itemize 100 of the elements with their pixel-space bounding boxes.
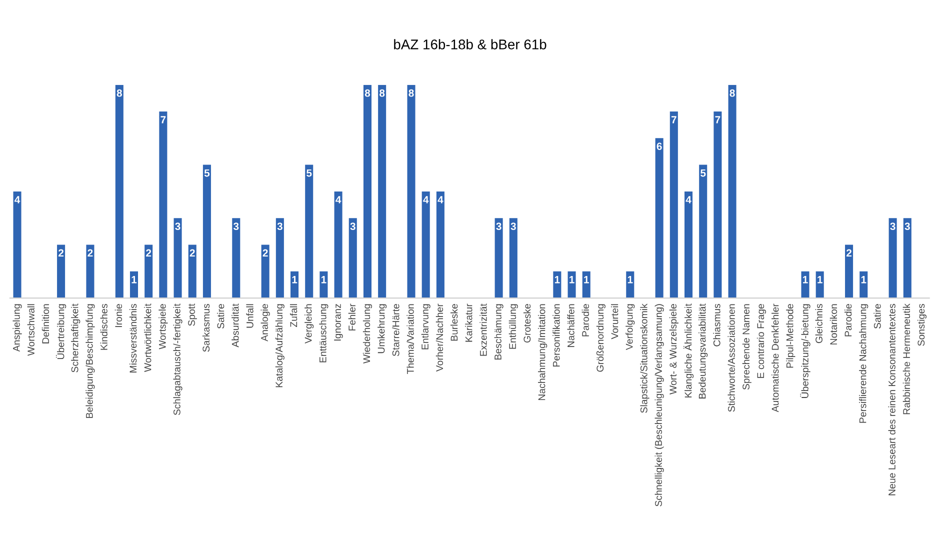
data-label: 1 xyxy=(584,276,589,284)
data-label: 7 xyxy=(160,116,166,124)
bar xyxy=(320,271,328,298)
x-tick-label: Ignoranz xyxy=(334,304,343,341)
x-tick-label: Wiederholung xyxy=(362,304,372,364)
x-tick-label: Schnelligkeit (Beschleunigung/Verlangsamung) xyxy=(654,304,664,506)
x-tick-label: Enthüllung xyxy=(508,304,518,349)
x-tick-label: Nachäffen xyxy=(567,304,574,347)
data-label: 2 xyxy=(846,249,852,257)
x-tick-label: Automatische Denkfehler xyxy=(772,304,779,412)
data-label: 5 xyxy=(204,169,210,177)
bar xyxy=(86,244,94,298)
data-label: 2 xyxy=(146,249,152,257)
x-tick-label: Sonstiges xyxy=(917,304,927,346)
x-tick-label: Unfall xyxy=(246,304,254,328)
x-tick-label: Vorher/Nachher xyxy=(436,304,444,372)
data-label: 4 xyxy=(336,196,342,204)
chart-title: bAZ 16b-18b & bBer 61b xyxy=(394,39,546,50)
x-tick-label: Persiflierende Nachahmung xyxy=(859,304,868,423)
x-tick-label: Fehler xyxy=(348,304,356,330)
data-label: 1 xyxy=(628,276,633,284)
data-label: 7 xyxy=(715,116,720,124)
x-tick-label: Übertreibung xyxy=(56,304,66,360)
bar xyxy=(714,111,722,298)
x-tick-label: Wortspiele xyxy=(158,304,168,350)
x-tick-label: Entlarvung xyxy=(421,304,430,350)
data-label: 3 xyxy=(904,222,910,230)
x-tick-label: Kindisches xyxy=(100,304,108,350)
x-tick-label: Klangliche Ähnlichkeit xyxy=(683,304,694,398)
bar xyxy=(348,218,357,298)
x-tick-label: Karikatur xyxy=(465,304,472,342)
x-tick-label: Analogie xyxy=(260,304,270,342)
x-tick-label: Enttäuschung xyxy=(319,304,328,362)
data-label: 4 xyxy=(14,196,20,204)
bar xyxy=(801,271,810,298)
bar xyxy=(363,84,372,298)
bar xyxy=(130,271,138,298)
bar xyxy=(553,271,562,298)
x-tick-label: Personifikation xyxy=(552,304,560,367)
data-label: 3 xyxy=(350,222,356,230)
data-label: 3 xyxy=(496,222,502,230)
data-label: 5 xyxy=(306,169,312,177)
bar xyxy=(422,191,430,298)
x-tick-label: Stichworte/Assoziationen xyxy=(728,304,735,412)
x-tick-label: Größenordnung xyxy=(596,304,606,372)
bar xyxy=(903,218,912,298)
x-tick-label: Wortwörtlichkeit xyxy=(144,304,152,372)
data-label: 1 xyxy=(861,276,866,284)
x-tick-label: Ironie xyxy=(114,304,122,328)
x-tick-label: Zufall xyxy=(290,304,298,328)
bar xyxy=(305,164,314,298)
x-tick-label: Parodie xyxy=(582,304,589,336)
data-label: 3 xyxy=(510,222,516,230)
data-label: 6 xyxy=(656,142,662,150)
data-label: 8 xyxy=(408,89,414,97)
x-tick-label: Scherzhaftigkeit xyxy=(71,304,80,372)
x-tick-label: Schlagabtausch/-fertigkeit xyxy=(173,304,182,416)
data-label: 4 xyxy=(438,196,444,204)
bar xyxy=(188,244,196,298)
x-tick-label: Umkehrung xyxy=(378,304,387,354)
x-tick-label: Vorurteil xyxy=(611,304,618,340)
bar xyxy=(626,271,634,298)
x-tick-label: Chiasmus xyxy=(713,304,720,346)
x-tick-label: Pilpul-Methode xyxy=(786,304,796,368)
bar xyxy=(276,218,284,298)
bar xyxy=(115,84,124,298)
x-tick-label: Exzentrizität xyxy=(480,304,487,356)
x-tick-label: Beleidigung/Beschimpfung xyxy=(86,304,95,418)
x-tick-label: Rabbinische Hermeneutik xyxy=(902,304,910,414)
data-label: 8 xyxy=(730,89,735,97)
data-label: 2 xyxy=(262,249,268,257)
data-label: 2 xyxy=(58,249,64,257)
x-tick-label: Wort- & Wurzelspiele xyxy=(669,304,678,394)
x-tick-label: Gleichnis xyxy=(815,304,822,344)
bar xyxy=(144,244,153,298)
bar xyxy=(334,191,342,298)
bar xyxy=(670,111,678,298)
bar xyxy=(159,111,168,298)
data-label: 8 xyxy=(116,89,122,97)
data-label: 4 xyxy=(686,196,692,204)
data-label: 1 xyxy=(292,276,298,284)
x-tick-label: Absurdität xyxy=(232,304,239,348)
bar xyxy=(13,191,22,298)
bar xyxy=(494,218,503,298)
data-label: 1 xyxy=(570,276,574,284)
bar xyxy=(728,84,736,298)
bar xyxy=(568,271,576,298)
bar xyxy=(407,84,416,298)
bar xyxy=(261,244,270,298)
bar xyxy=(57,244,66,298)
data-label: 3 xyxy=(233,222,239,230)
bar xyxy=(860,271,868,298)
x-tick-label: Satire xyxy=(217,304,224,329)
bar xyxy=(845,244,854,298)
bar xyxy=(202,164,211,298)
x-tick-label: Groteske xyxy=(523,304,531,343)
x-tick-label: Parodie xyxy=(844,304,852,336)
x-tick-label: Beschämung xyxy=(494,304,504,360)
data-label: 5 xyxy=(700,169,706,177)
x-tick-label: Satire xyxy=(874,304,881,329)
